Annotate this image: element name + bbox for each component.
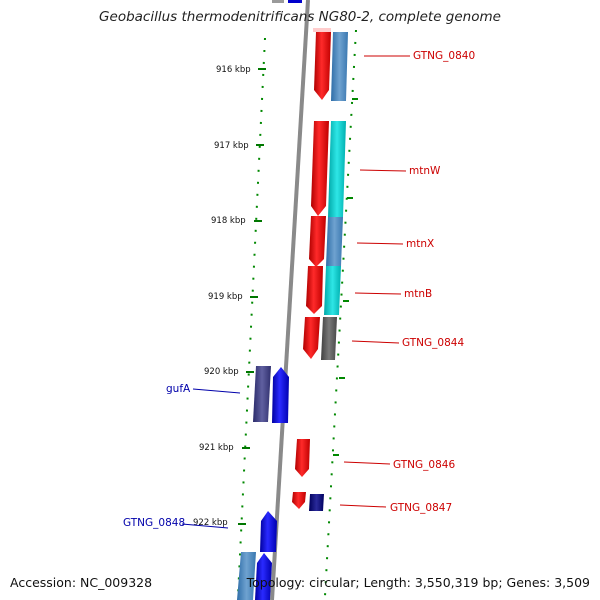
gene-gufa-reverse[interactable] [272, 367, 289, 423]
gene-gtng-0847-homolog[interactable] [309, 494, 324, 511]
gene-partial-top-blue[interactable] [288, 0, 302, 3]
gene-label-gtng-0846[interactable]: GTNG_0846 [393, 459, 455, 471]
gene-label-gufa[interactable]: gufA [166, 383, 191, 395]
gene-label-gtng-0848[interactable]: GTNG_0848 [123, 517, 185, 529]
callout-line [192, 388, 241, 394]
kbp-label: 917 kbp [214, 141, 249, 151]
right-ring-ticks [333, 98, 358, 456]
gene-bottom-reverse[interactable] [255, 553, 272, 600]
callout-line [359, 169, 407, 172]
callout-line [354, 292, 402, 295]
gene-mtnx-homolog[interactable] [326, 217, 343, 266]
gene-label-mtnb[interactable]: mtnB [404, 288, 432, 300]
gene-mtnb-forward[interactable] [306, 266, 323, 314]
gene-gufa-homolog[interactable] [253, 366, 271, 422]
callout-line [356, 242, 404, 245]
kbp-label: 918 kbp [211, 216, 246, 226]
gene-gtng-0840-forward[interactable] [314, 32, 331, 100]
gene-label-gtng-0844[interactable]: GTNG_0844 [402, 337, 464, 349]
callout-line [181, 523, 229, 529]
kbp-label: 922 kbp [193, 518, 228, 528]
gene-label-gtng-0847[interactable]: GTNG_0847 [390, 502, 452, 514]
gene-mtnx-forward[interactable] [309, 216, 326, 267]
gene-gtng-0844-forward[interactable] [303, 317, 320, 359]
outer-ring-dots-left [237, 37, 266, 597]
gene-label-mtnw[interactable]: mtnW [409, 165, 441, 177]
gene-mtnw-homolog[interactable] [328, 121, 346, 217]
kbp-label: 921 kbp [199, 443, 234, 453]
gene-gtng-0840-homolog[interactable] [331, 32, 348, 101]
callout-line [351, 340, 400, 344]
map-title: Geobacillus thermodenitrificans NG80-2, … [99, 9, 501, 25]
gene-bottom-homolog[interactable] [237, 552, 256, 600]
gene-label-gtng-0840[interactable]: GTNG_0840 [413, 50, 475, 62]
gene-gtng-0844-homolog[interactable] [321, 317, 337, 360]
kbp-label: 920 kbp [204, 367, 239, 377]
gene-gtng-0846-forward[interactable] [295, 439, 310, 477]
gene-gtng-0847-forward[interactable] [292, 492, 306, 509]
gene-partial-top-gray[interactable] [272, 0, 284, 3]
kbp-label: 916 kbp [216, 65, 251, 75]
genome-summary: Topology: circular; Length: 3,550,319 bp… [246, 575, 590, 590]
kbp-scale: 916 kbp 917 kbp 918 kbp 919 kbp 920 kbp … [193, 65, 266, 528]
gene-gtng-0848-reverse[interactable] [260, 511, 277, 552]
gene-label-mtnx[interactable]: mtnX [406, 238, 434, 250]
callout-line [343, 461, 391, 465]
callout-line [339, 504, 387, 508]
kbp-label: 919 kbp [208, 292, 243, 302]
accession-label: Accession: NC_009328 [10, 575, 153, 590]
gene-mtnb-homolog[interactable] [324, 266, 341, 315]
gene-mtnw-forward[interactable] [311, 121, 329, 216]
genome-backbone [270, 0, 310, 600]
gene-partial-top-pink[interactable] [313, 28, 331, 32]
